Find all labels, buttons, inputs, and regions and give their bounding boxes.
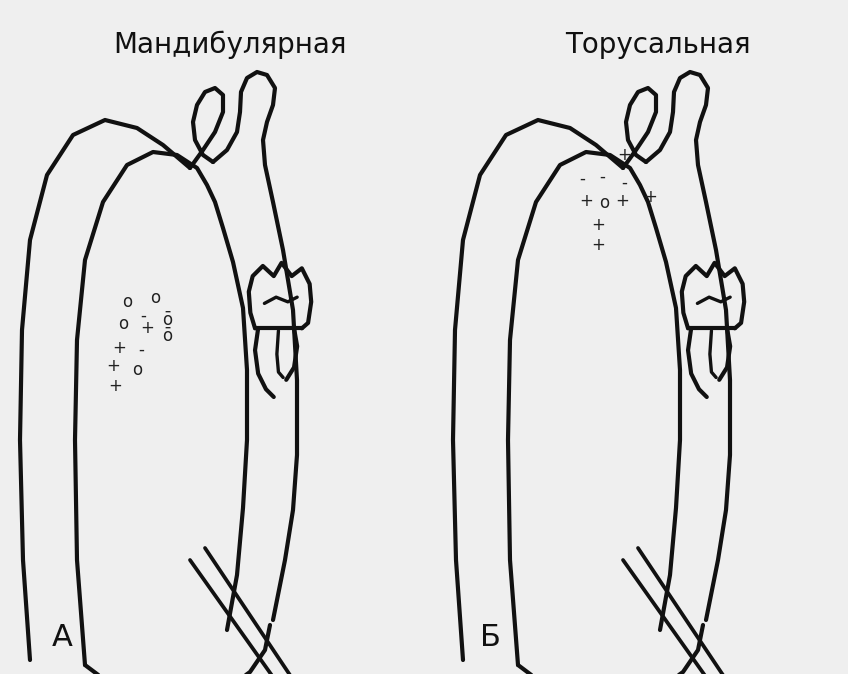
- Text: +: +: [591, 236, 605, 254]
- Text: o: o: [132, 361, 142, 379]
- Text: +: +: [615, 192, 629, 210]
- Text: o: o: [122, 293, 132, 311]
- Text: +: +: [140, 319, 154, 337]
- Text: o: o: [599, 194, 609, 212]
- Text: +: +: [643, 188, 657, 206]
- Text: -: -: [599, 168, 605, 186]
- Text: А: А: [52, 623, 72, 652]
- Text: -: -: [138, 341, 144, 359]
- Text: +: +: [617, 146, 631, 164]
- Text: -: -: [140, 307, 146, 325]
- Text: +: +: [106, 357, 120, 375]
- Text: ō: ō: [162, 311, 172, 329]
- Text: +: +: [579, 192, 593, 210]
- Text: Мандибулярная: Мандибулярная: [114, 31, 347, 59]
- Text: -: -: [579, 170, 585, 188]
- Text: ō: ō: [162, 327, 172, 345]
- Text: o: o: [118, 315, 128, 333]
- Text: -: -: [621, 174, 627, 192]
- Text: Б: Б: [480, 623, 500, 652]
- Text: o: o: [150, 289, 160, 307]
- Text: +: +: [591, 216, 605, 234]
- Text: +: +: [108, 377, 122, 395]
- Text: +: +: [112, 339, 126, 357]
- Text: Торусальная: Торусальная: [565, 31, 750, 59]
